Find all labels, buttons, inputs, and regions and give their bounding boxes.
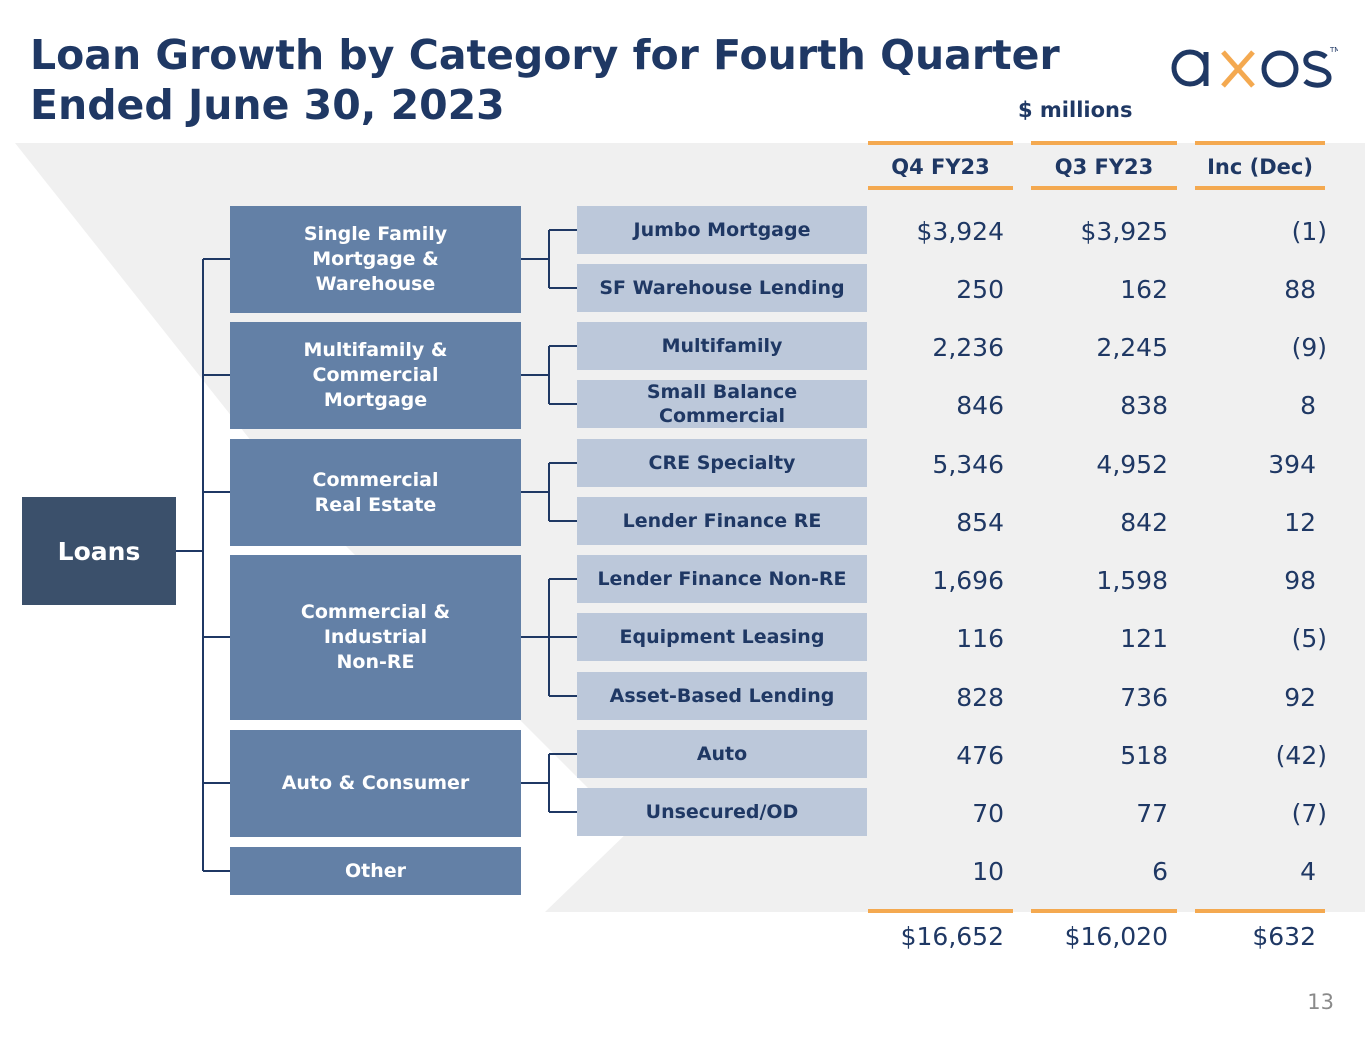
subcategory-lender-finance-non-re: Lender Finance Non-RE: [577, 555, 867, 603]
value-q3: 4,952: [1096, 450, 1168, 479]
value-q4: 5,346: [932, 450, 1004, 479]
value-q3: 838: [1120, 391, 1168, 420]
value-q4: 10: [972, 857, 1004, 886]
value-q4: 70: [972, 799, 1004, 828]
value-q4: 854: [956, 508, 1004, 537]
column-header-q3: Q3 FY23: [1054, 155, 1154, 179]
value-q3: 1,598: [1096, 566, 1168, 595]
value-q3: 736: [1120, 683, 1168, 712]
page-title: Loan Growth by Category for Fourth Quart…: [30, 31, 1060, 129]
header-rule-top-q3: [1031, 141, 1177, 145]
value-q4: 828: [956, 683, 1004, 712]
value-inc: 4: [1300, 857, 1316, 886]
header-rule-bottom-q4: [868, 186, 1013, 190]
subcategory-cre-specialty: CRE Specialty: [577, 439, 867, 487]
value-q4: 1,696: [932, 566, 1004, 595]
value-q3: $3,925: [1080, 217, 1168, 246]
subcategory-sf-warehouse-lending: SF Warehouse Lending: [577, 264, 867, 312]
value-inc: 12: [1284, 508, 1316, 537]
subcategory-unsecured-od: Unsecured/OD: [577, 788, 867, 836]
value-q3: 842: [1120, 508, 1168, 537]
category-single-family: Single Family Mortgage & Warehouse: [230, 206, 521, 313]
total-inc: $632: [1252, 922, 1316, 951]
totals-rule-q3: [1031, 909, 1177, 913]
value-q3: 162: [1120, 275, 1168, 304]
total-q4: $16,652: [900, 922, 1004, 951]
column-header-inc: Inc (Dec): [1207, 155, 1313, 179]
category-commercial-real-estate: Commercial Real Estate: [230, 439, 521, 546]
value-inc: (5): [1291, 624, 1327, 653]
axos-logo: axos TM: [1171, 46, 1338, 88]
value-inc: (1): [1291, 217, 1327, 246]
value-inc: (42): [1275, 741, 1327, 770]
value-q3: 77: [1136, 799, 1168, 828]
header-rule-bottom-q3: [1031, 186, 1177, 190]
value-q4: 116: [956, 624, 1004, 653]
category-auto-consumer: Auto & Consumer: [230, 730, 521, 837]
totals-rule-inc: [1195, 909, 1325, 913]
value-inc: (7): [1291, 799, 1327, 828]
category-multifamily: Multifamily & Commercial Mortgage: [230, 322, 521, 429]
value-q3: 2,245: [1096, 333, 1168, 362]
loans-root-box: Loans: [22, 497, 176, 605]
header-rule-top-inc: [1195, 141, 1325, 145]
header-rule-bottom-inc: [1195, 186, 1325, 190]
value-inc: 98: [1284, 566, 1316, 595]
total-q3: $16,020: [1064, 922, 1168, 951]
value-inc: 92: [1284, 683, 1316, 712]
value-inc: (9): [1291, 333, 1327, 362]
subcategory-lender-finance-re: Lender Finance RE: [577, 497, 867, 545]
value-inc: 88: [1284, 275, 1316, 304]
totals-rule-q4: [868, 909, 1013, 913]
subcategory-small-balance-commercial: Small Balance Commercial: [577, 380, 867, 428]
column-header-q4: Q4 FY23: [891, 155, 990, 179]
subcategory-asset-based-lending: Asset-Based Lending: [577, 672, 867, 720]
subcategory-jumbo-mortgage: Jumbo Mortgage: [577, 206, 867, 254]
subcategory-equipment-leasing: Equipment Leasing: [577, 613, 867, 661]
value-q3: 121: [1120, 624, 1168, 653]
page-number: 13: [1307, 990, 1334, 1014]
value-q4: 476: [956, 741, 1004, 770]
header-rule-top-q4: [868, 141, 1013, 145]
value-q4: 2,236: [932, 333, 1004, 362]
category-other: Other: [230, 847, 521, 895]
category-commercial-industrial: Commercial & Industrial Non-RE: [230, 555, 521, 720]
value-inc: 8: [1300, 391, 1316, 420]
value-q3: 6: [1152, 857, 1168, 886]
value-q4: 846: [956, 391, 1004, 420]
value-inc: 394: [1268, 450, 1316, 479]
value-q3: 518: [1120, 741, 1168, 770]
value-q4: 250: [956, 275, 1004, 304]
svg-text:TM: TM: [1329, 46, 1338, 54]
units-label: $ millions: [1018, 98, 1133, 122]
subcategory-auto: Auto: [577, 730, 867, 778]
value-q4: $3,924: [916, 217, 1004, 246]
subcategory-multifamily: Multifamily: [577, 322, 867, 370]
